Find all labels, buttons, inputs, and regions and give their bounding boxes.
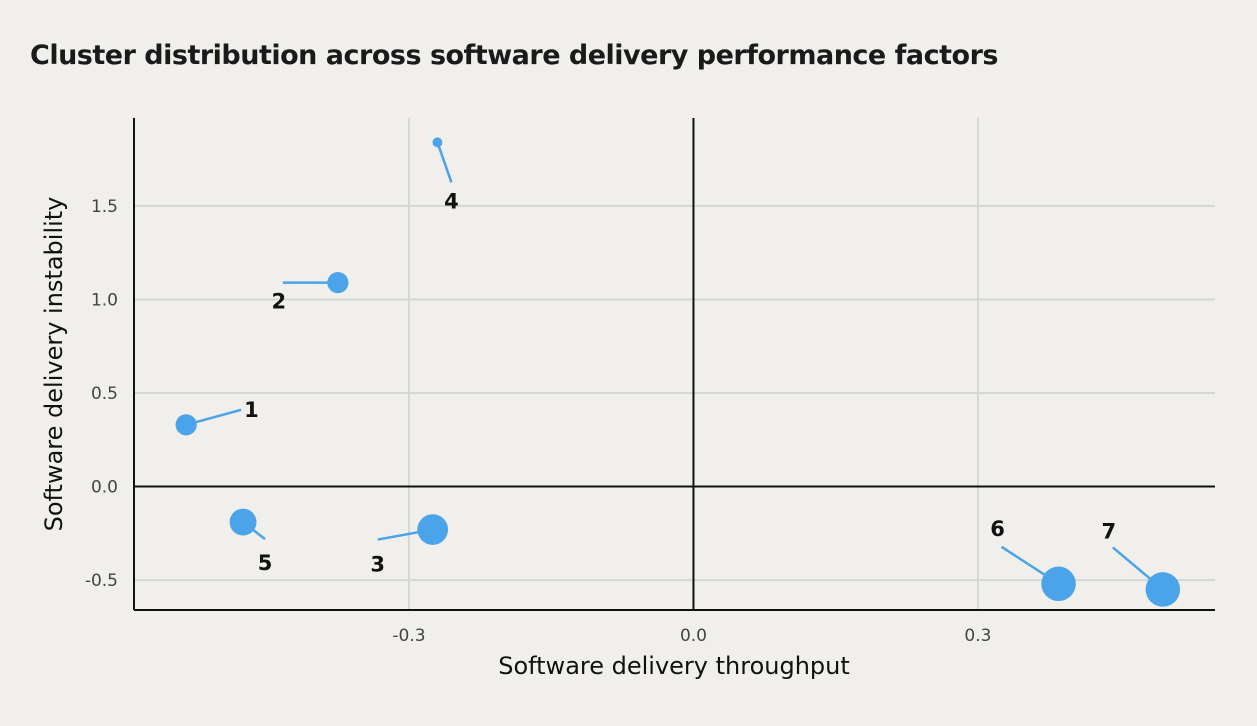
x-axis-title: Software delivery throughput [498, 652, 850, 680]
point-label: 7 [1102, 519, 1117, 543]
data-point [327, 272, 349, 294]
axes-layer [133, 118, 1215, 611]
y-axis-title: Software delivery instability [40, 197, 68, 532]
point-label: 6 [990, 517, 1005, 541]
y-tick-label: 1.0 [91, 290, 118, 310]
point-label: 3 [370, 553, 385, 577]
x-tick-label: 0.0 [680, 626, 707, 646]
y-tick-label: 0.0 [91, 478, 118, 498]
point-label: 5 [258, 551, 273, 575]
point-label: 2 [272, 290, 287, 314]
data-point [432, 137, 443, 148]
ticks-layer: -0.3 0.0 0.3 -0.5 0.0 0.5 1.0 1.5 [85, 197, 992, 646]
x-tick-label: 0.3 [964, 626, 991, 646]
data-point [1145, 572, 1181, 607]
y-tick-label: 0.5 [91, 384, 118, 404]
y-tick-label: -0.5 [85, 571, 118, 591]
point-label: 1 [244, 398, 259, 422]
data-point [417, 514, 449, 545]
data-point [229, 508, 257, 536]
data-point [175, 414, 197, 436]
y-tick-label: 1.5 [91, 197, 118, 217]
leader-line [436, 141, 453, 183]
x-tick-label: -0.3 [392, 626, 425, 646]
marks-layer: 1 2 3 4 5 6 7 [175, 137, 1181, 607]
data-point [1041, 566, 1076, 602]
point-label: 4 [444, 189, 459, 213]
grid-layer [134, 118, 1215, 610]
chart-title: Cluster distribution across software del… [30, 40, 998, 71]
